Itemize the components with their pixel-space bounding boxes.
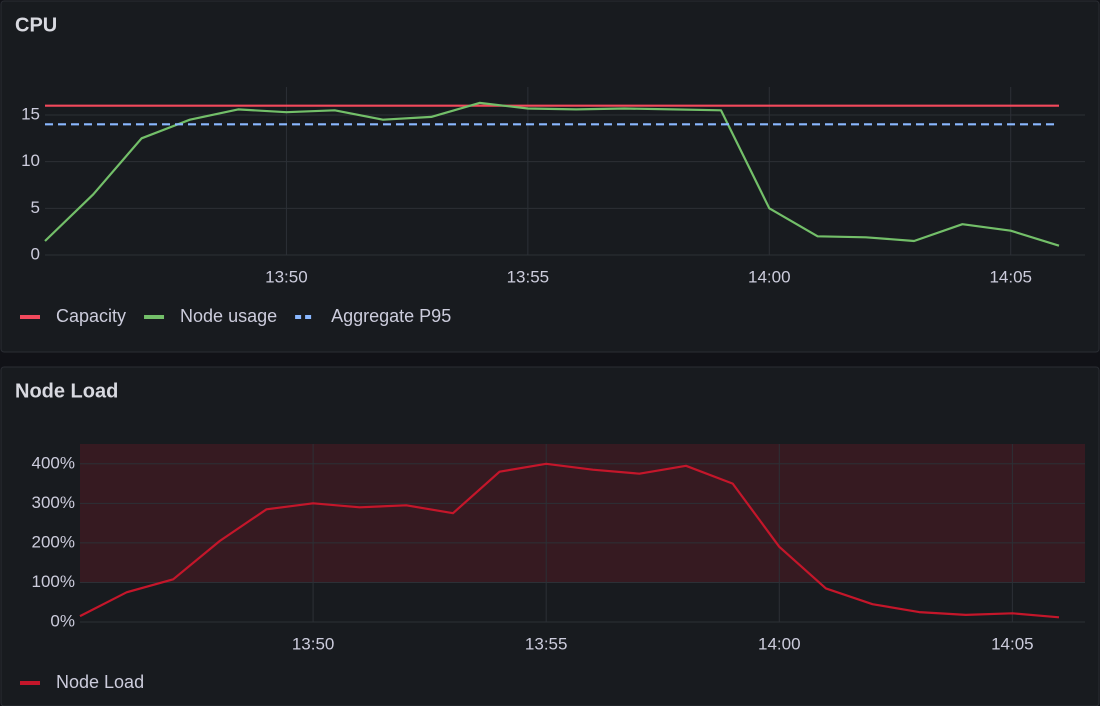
y-tick-label: 15 xyxy=(21,104,40,123)
x-tick-label: 13:55 xyxy=(525,634,568,653)
x-tick-label: 14:00 xyxy=(748,267,791,286)
x-tick-label: 14:05 xyxy=(989,267,1032,286)
y-tick-label: 0 xyxy=(31,244,40,263)
panel-title[interactable]: CPU xyxy=(15,14,57,36)
y-tick-label: 5 xyxy=(31,198,40,217)
y-tick-label: 10 xyxy=(21,151,40,170)
x-tick-label: 13:50 xyxy=(292,634,335,653)
y-tick-label: 200% xyxy=(32,532,75,551)
legend-label[interactable]: Node usage xyxy=(180,306,277,326)
x-tick-label: 13:50 xyxy=(265,267,308,286)
panel-title[interactable]: Node Load xyxy=(15,380,118,402)
threshold-band xyxy=(80,444,1085,583)
legend-label[interactable]: Capacity xyxy=(56,306,126,326)
x-tick-label: 14:05 xyxy=(991,634,1034,653)
cpu-panel xyxy=(0,0,1100,353)
node-load-panel xyxy=(0,366,1100,706)
y-tick-label: 100% xyxy=(32,572,75,591)
x-tick-label: 14:00 xyxy=(758,634,801,653)
x-tick-label: 13:55 xyxy=(507,267,550,286)
y-tick-label: 0% xyxy=(50,611,75,630)
y-tick-label: 300% xyxy=(32,493,75,512)
y-tick-label: 400% xyxy=(32,453,75,472)
series-line xyxy=(79,462,1060,619)
series-line xyxy=(44,101,1060,247)
legend-label[interactable]: Node Load xyxy=(56,672,144,692)
legend-label[interactable]: Aggregate P95 xyxy=(331,306,451,326)
